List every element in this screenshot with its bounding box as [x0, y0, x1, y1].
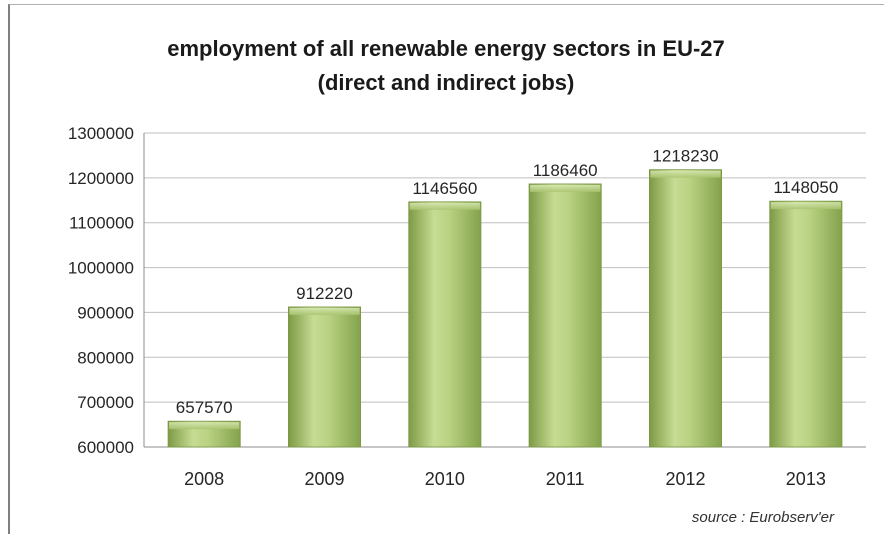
chart-title: employment of all renewable energy secto… [0, 32, 892, 100]
y-tick-label: 700000 [77, 393, 134, 412]
data-label: 1218230 [652, 147, 718, 166]
bar [287, 306, 361, 448]
y-tick-label: 900000 [77, 303, 134, 322]
bar [528, 183, 602, 448]
bar [769, 200, 843, 448]
bar [649, 169, 723, 448]
bars [167, 169, 843, 448]
x-tick-label: 2009 [304, 469, 344, 489]
data-label: 1148050 [773, 178, 838, 197]
y-tick-label: 600000 [77, 438, 134, 457]
x-tick-label: 2010 [425, 469, 465, 489]
y-axis-ticks: 600000 700000 800000 900000 1000000 1100000 12… [68, 124, 134, 457]
y-tick-label: 1000000 [68, 259, 134, 278]
data-label: 912220 [296, 284, 353, 303]
bar-highlight [770, 202, 841, 210]
bar [408, 201, 482, 448]
x-tick-label: 2011 [546, 469, 585, 489]
y-tick-label: 1200000 [68, 169, 134, 188]
gridlines [143, 132, 866, 448]
chart-title-line-2: (direct and indirect jobs) [317, 70, 575, 95]
x-tick-label: 2013 [786, 469, 826, 489]
y-tick-label: 1100000 [69, 214, 134, 233]
chart-title-line-1: employment of all renewable energy secto… [167, 36, 725, 61]
bar-highlight [530, 184, 601, 192]
x-tick-label: 2008 [184, 469, 224, 489]
y-tick-label: 800000 [77, 348, 134, 367]
bar-highlight [650, 170, 721, 178]
bar-highlight [289, 307, 360, 315]
data-label: 657570 [176, 398, 233, 417]
data-label: 1146560 [412, 179, 477, 198]
x-axis-ticks: 2008 2009 2010 2011 2012 2013 [184, 469, 826, 489]
data-label: 1186460 [533, 161, 598, 180]
bar-highlight [169, 422, 240, 430]
data-labels: 657570 912220 1146560 1186460 1218230 1148050 [176, 147, 838, 417]
x-tick-label: 2012 [665, 469, 705, 489]
bar-highlight [409, 202, 480, 210]
source-note: source : Eurobserv'er [691, 509, 834, 526]
y-tick-label: 1300000 [68, 124, 134, 143]
